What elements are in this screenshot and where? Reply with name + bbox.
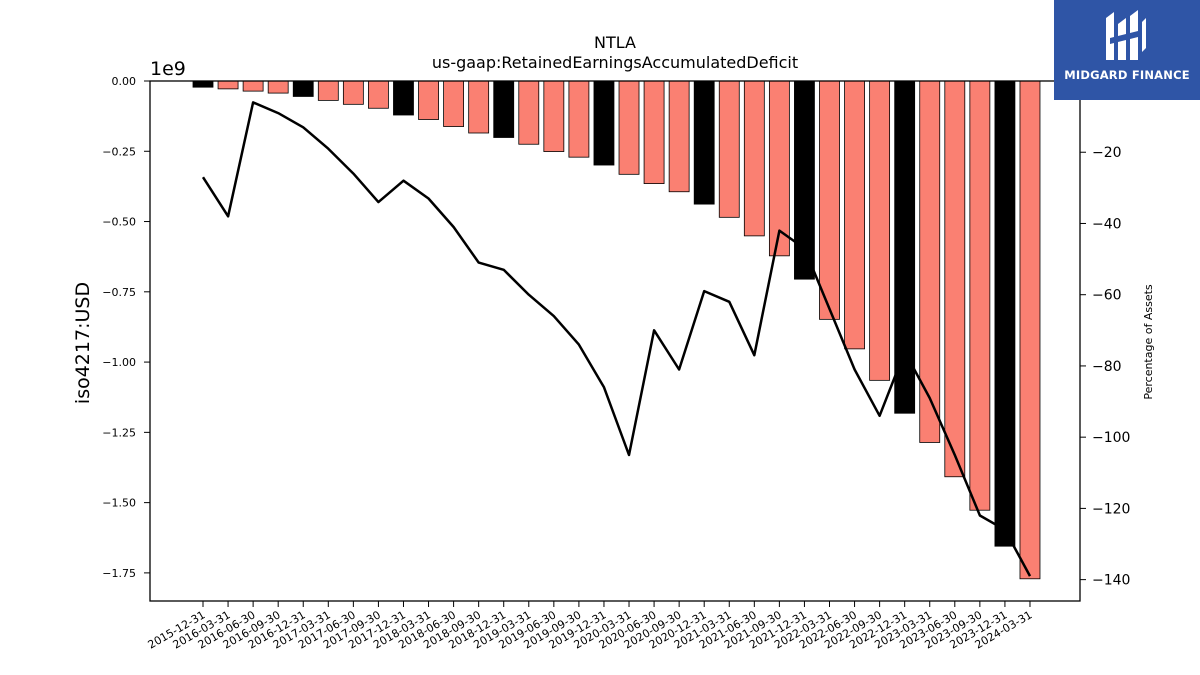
y2-tick-label: −80 xyxy=(1092,359,1122,375)
bar xyxy=(242,80,264,92)
bar xyxy=(618,80,640,175)
bar xyxy=(443,80,465,127)
logo-mark-icon xyxy=(1106,10,1146,60)
bar xyxy=(1019,80,1041,580)
y2-tick-label: −100 xyxy=(1092,430,1130,446)
y-tick-label: 0.00 xyxy=(112,75,137,88)
bar xyxy=(267,80,289,94)
bar xyxy=(643,80,665,184)
y2-tick-label: −120 xyxy=(1092,501,1130,517)
bar xyxy=(593,80,615,166)
bar xyxy=(468,80,490,134)
bar xyxy=(919,80,941,443)
y2-tick-label: −60 xyxy=(1092,288,1122,304)
bar xyxy=(543,80,565,152)
y2-tick-label: −140 xyxy=(1092,573,1130,589)
bar xyxy=(819,80,840,320)
line-series xyxy=(201,101,1032,577)
chart-subtitle: us-gaap:RetainedEarningsAccumulatedDefic… xyxy=(432,53,798,72)
bar xyxy=(292,80,314,97)
bar xyxy=(192,80,214,88)
y-tick-label: −0.25 xyxy=(102,145,136,158)
bar xyxy=(844,80,865,350)
y2-tick-label: −40 xyxy=(1092,216,1122,232)
bar xyxy=(994,80,1016,547)
bar xyxy=(969,80,991,511)
y-tick-label: −1.50 xyxy=(102,497,136,510)
y-tick-label: −1.75 xyxy=(102,567,136,580)
y-offset-label: 1e9 xyxy=(150,58,186,80)
y-tick-label: −0.75 xyxy=(102,286,136,299)
plot-frame xyxy=(149,80,1081,602)
bar xyxy=(493,80,515,138)
y-tick-label: −0.50 xyxy=(102,216,136,229)
bar xyxy=(418,80,439,120)
chart-title: NTLA xyxy=(594,33,636,52)
bar xyxy=(743,80,765,237)
bar xyxy=(668,80,690,193)
bar xyxy=(368,80,389,109)
bar xyxy=(518,80,540,145)
bar xyxy=(693,80,715,205)
brand-logo: MIDGARD FINANCE xyxy=(1054,0,1200,100)
y-tick-label: −1.00 xyxy=(102,356,136,369)
logo-text: MIDGARD FINANCE xyxy=(1064,68,1190,82)
bar xyxy=(718,80,740,218)
bar xyxy=(568,80,590,158)
line-series-path xyxy=(201,101,1032,577)
y-axis-label: iso4217:USD xyxy=(72,282,94,404)
y2-axis-label: Percentage of Assets xyxy=(1142,284,1155,400)
bar xyxy=(317,80,339,101)
y-tick-label: −1.25 xyxy=(102,426,136,439)
bar xyxy=(944,80,966,478)
bar xyxy=(217,80,239,90)
bar xyxy=(393,80,414,116)
bar xyxy=(869,80,891,381)
bar xyxy=(342,80,364,105)
y2-tick-label: −20 xyxy=(1092,145,1122,161)
bar-series xyxy=(192,80,1041,580)
